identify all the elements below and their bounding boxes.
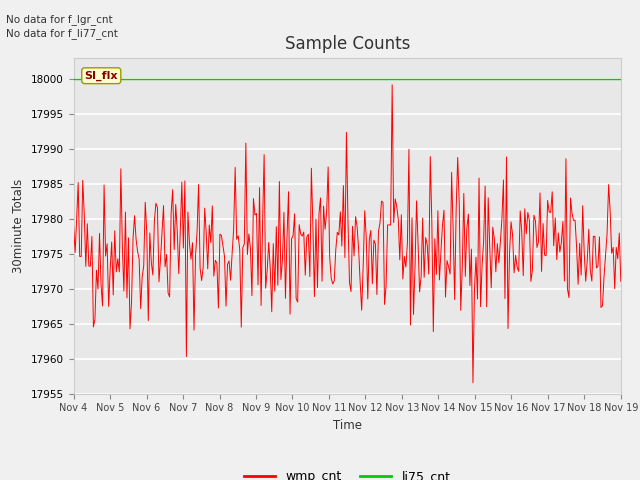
X-axis label: Time: Time: [333, 419, 362, 432]
Title: Sample Counts: Sample Counts: [285, 35, 410, 53]
Legend: wmp_cnt, li75_cnt: wmp_cnt, li75_cnt: [239, 465, 456, 480]
Text: No data for f_li77_cnt: No data for f_li77_cnt: [6, 28, 118, 39]
Text: SI_flx: SI_flx: [84, 71, 118, 81]
Text: No data for f_lgr_cnt: No data for f_lgr_cnt: [6, 13, 113, 24]
Y-axis label: 30minute Totals: 30minute Totals: [12, 179, 25, 273]
